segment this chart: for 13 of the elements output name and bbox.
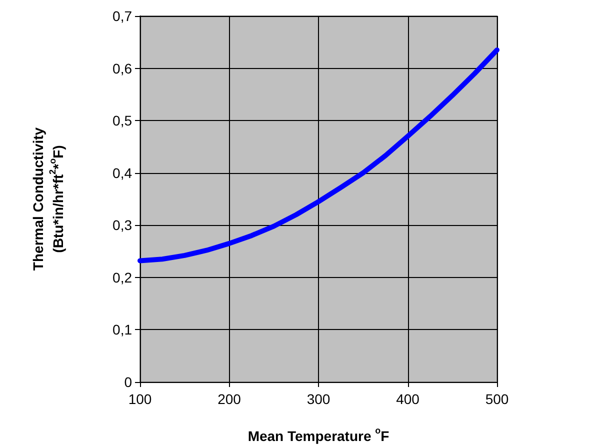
x-tick-label: 300 [306,391,330,407]
y-tick-label: 0,4 [112,164,132,181]
y-tick-label: 0,5 [112,112,132,129]
x-tick-label: 400 [396,391,420,407]
x-tick-label: 500 [485,391,509,407]
y-tick-label: 0,2 [112,269,132,286]
y-tick-label: 0,7 [112,8,132,24]
x-tick-label: 100 [128,391,152,407]
y-tick-label: 0,6 [112,60,132,76]
y-tick-label: 0 [124,374,132,390]
x-tick-label: 200 [218,391,242,407]
y-tick-label: 0,1 [112,322,132,338]
y-tick-label: 0,3 [112,217,132,234]
